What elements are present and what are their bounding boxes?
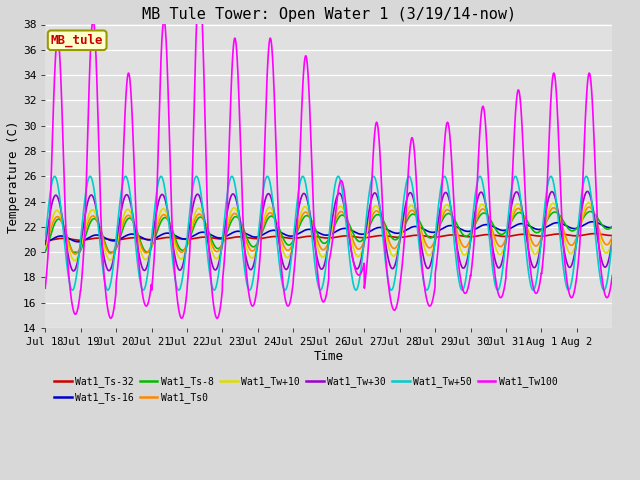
- Wat1_Ts-8: [500, 231, 508, 237]
- Wat1_Ts-8: [532, 229, 540, 235]
- Wat1_Tw+50: [42, 236, 49, 242]
- Wat1_Ts-16: [98, 233, 106, 239]
- Wat1_Ts0: [42, 243, 49, 249]
- Wat1_Ts0: [99, 233, 106, 239]
- Wat1_Tw+50: [500, 255, 508, 261]
- Wat1_Tw+50: [609, 236, 616, 242]
- Wat1_Tw100: [42, 285, 49, 291]
- Wat1_Ts-16: [600, 223, 608, 229]
- Wat1_Ts0: [609, 233, 616, 239]
- Wat1_Tw+10: [601, 249, 609, 255]
- Y-axis label: Temperature (C): Temperature (C): [7, 120, 20, 232]
- Wat1_Tw+30: [609, 238, 616, 243]
- Wat1_Tw+50: [364, 205, 371, 211]
- Wat1_Tw+50: [221, 213, 228, 219]
- Wat1_Tw+30: [500, 252, 508, 257]
- Line: Wat1_Ts-16: Wat1_Ts-16: [45, 222, 612, 242]
- Wat1_Ts0: [72, 252, 79, 257]
- Wat1_Ts-32: [609, 233, 616, 239]
- Wat1_Tw+10: [70, 258, 78, 264]
- Wat1_Tw+30: [364, 220, 371, 226]
- Wat1_Ts-16: [220, 234, 228, 240]
- Wat1_Tw+10: [585, 200, 593, 205]
- Line: Wat1_Tw+30: Wat1_Tw+30: [45, 192, 612, 271]
- Wat1_Tw+10: [364, 228, 371, 234]
- Wat1_Ts-8: [42, 249, 49, 255]
- Wat1_Ts0: [586, 204, 593, 210]
- Title: MB Tule Tower: Open Water 1 (3/19/14-now): MB Tule Tower: Open Water 1 (3/19/14-now…: [141, 7, 516, 22]
- Wat1_Ts-32: [532, 233, 540, 239]
- Wat1_Tw100: [601, 290, 609, 296]
- Wat1_Ts-8: [364, 229, 371, 235]
- Wat1_Tw100: [364, 257, 371, 263]
- Wat1_Ts-16: [42, 240, 49, 245]
- Wat1_Tw+50: [193, 173, 200, 179]
- Wat1_Tw100: [532, 290, 540, 296]
- Wat1_Tw+30: [99, 243, 106, 249]
- Wat1_Ts-32: [98, 235, 106, 241]
- Wat1_Tw100: [221, 252, 228, 258]
- Wat1_Ts0: [221, 234, 228, 240]
- Wat1_Tw+10: [500, 246, 508, 252]
- Wat1_Tw100: [609, 273, 616, 278]
- Wat1_Tw+10: [609, 237, 616, 243]
- Wat1_Tw100: [500, 287, 508, 293]
- Wat1_Ts-32: [600, 232, 608, 238]
- Wat1_Tw100: [213, 315, 221, 321]
- Wat1_Ts-8: [586, 209, 594, 215]
- Wat1_Tw+30: [601, 264, 609, 270]
- Wat1_Tw+50: [211, 287, 218, 293]
- Wat1_Tw+30: [532, 264, 540, 269]
- Wat1_Ts0: [601, 240, 609, 246]
- Wat1_Tw+10: [532, 251, 540, 257]
- Wat1_Ts-16: [589, 219, 596, 225]
- Line: Wat1_Ts0: Wat1_Ts0: [45, 207, 612, 254]
- Wat1_Ts-8: [99, 231, 106, 237]
- Line: Wat1_Ts-32: Wat1_Ts-32: [45, 234, 612, 240]
- Wat1_Ts-8: [69, 249, 77, 255]
- Line: Wat1_Ts-8: Wat1_Ts-8: [45, 212, 612, 252]
- Wat1_Ts-32: [42, 238, 49, 243]
- Wat1_Ts-32: [220, 236, 228, 242]
- Wat1_Tw+30: [221, 227, 228, 232]
- Legend: Wat1_Ts-32, Wat1_Ts-16, Wat1_Ts-8, Wat1_Ts0, Wat1_Tw+10, Wat1_Tw+30, Wat1_Tw+50,: Wat1_Ts-32, Wat1_Ts-16, Wat1_Ts-8, Wat1_…: [50, 372, 562, 407]
- Wat1_Ts0: [364, 229, 371, 235]
- Line: Wat1_Tw+10: Wat1_Tw+10: [45, 203, 612, 261]
- Wat1_Tw+30: [584, 189, 591, 194]
- Wat1_Tw+30: [70, 268, 77, 274]
- Wat1_Ts-16: [532, 226, 540, 232]
- Text: MB_tule: MB_tule: [51, 34, 104, 47]
- Wat1_Tw+10: [42, 245, 49, 251]
- Wat1_Ts0: [532, 243, 540, 249]
- Wat1_Ts-8: [221, 236, 228, 242]
- X-axis label: Time: Time: [314, 350, 344, 363]
- Wat1_Tw+50: [601, 287, 609, 293]
- Wat1_Tw+10: [99, 236, 106, 242]
- Wat1_Tw100: [98, 237, 106, 243]
- Wat1_Tw+10: [221, 234, 228, 240]
- Wat1_Tw+50: [98, 258, 106, 264]
- Wat1_Ts-8: [609, 224, 616, 229]
- Wat1_Ts-16: [609, 225, 616, 230]
- Wat1_Ts-8: [601, 225, 609, 231]
- Line: Wat1_Tw+50: Wat1_Tw+50: [45, 176, 612, 290]
- Wat1_Ts-32: [500, 233, 508, 239]
- Wat1_Ts-16: [363, 230, 371, 236]
- Wat1_Tw+30: [42, 241, 49, 247]
- Wat1_Tw+50: [532, 280, 540, 286]
- Wat1_Ts-16: [500, 228, 508, 233]
- Line: Wat1_Tw100: Wat1_Tw100: [45, 0, 612, 318]
- Wat1_Ts0: [500, 240, 508, 246]
- Wat1_Ts-32: [591, 231, 598, 237]
- Wat1_Ts-32: [363, 235, 371, 240]
